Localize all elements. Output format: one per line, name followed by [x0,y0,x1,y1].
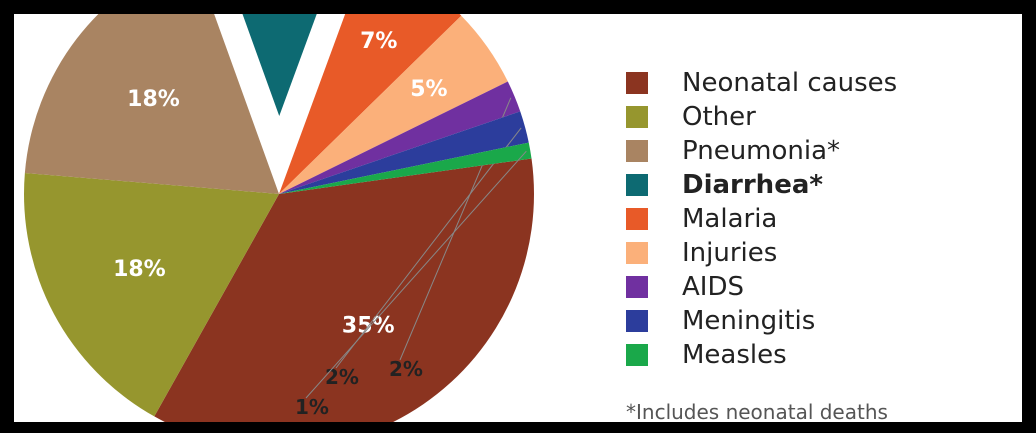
legend-label: Injuries [682,238,778,268]
legend-label: Pneumonia* [682,136,841,166]
legend-label: Meningitis [682,306,816,336]
slice-label-other: 18% [113,257,166,282]
slice-label-injuries: 5% [410,77,447,102]
legend-swatch [626,208,648,230]
pie-slice-aids [279,81,521,194]
leader-line-measles [305,150,527,399]
pie-slice-neonatal-causes [154,158,534,422]
chart-panel: 35%18%18%11%7%5%2%2%1% Neonatal causesOt… [14,14,1022,424]
pie-slice-meningitis [279,111,529,194]
legend-label: Measles [682,340,787,370]
legend-item-aids: AIDS [626,270,897,304]
footnote: *Includes neonatal deaths [626,400,888,424]
legend-item-injuries: Injuries [626,236,897,270]
legend-item-diarrhea: Diarrhea* [626,168,897,202]
legend-item-other: Other [626,100,897,134]
legend-item-measles: Measles [626,338,897,372]
slice-label-pneumonia: 18% [127,87,180,112]
legend-swatch [626,72,648,94]
legend: Neonatal causes Other Pneumonia* Diarrhea* M… [626,66,897,372]
pie-slice-pneumonia [24,14,279,194]
slice-label-meningitis: 2% [325,365,359,389]
legend-item-pneumonia: Pneumonia* [626,134,897,168]
legend-swatch [626,242,648,264]
pie-slice-measles [279,142,532,194]
legend-item-meningitis: Meningitis [626,304,897,338]
legend-label: Diarrhea* [682,170,823,200]
pie-slice-other [24,172,280,417]
legend-swatch [626,106,648,128]
legend-label: Neonatal causes [682,68,898,98]
legend-swatch [626,344,648,366]
legend-item-neonatal-causes: Neonatal causes [626,66,897,100]
leader-line-meningitis [335,127,522,369]
pie-slice-diarrhea [242,14,317,116]
legend-label: Other [682,102,756,132]
legend-swatch [626,174,648,196]
legend-swatch [626,140,648,162]
pie-slice-injuries [279,15,508,195]
legend-item-malaria: Malaria [626,202,897,236]
slice-label-measles: 1% [295,395,329,419]
legend-label: AIDS [682,272,744,302]
slice-label-aids: 2% [389,357,423,381]
slice-label-malaria: 7% [360,29,397,54]
legend-swatch [626,310,648,332]
pie-chart: 35%18%18%11%7%5%2%2%1% [24,14,534,422]
legend-swatch [626,276,648,298]
legend-label: Malaria [682,204,778,234]
pie-slice-malaria [279,14,462,194]
